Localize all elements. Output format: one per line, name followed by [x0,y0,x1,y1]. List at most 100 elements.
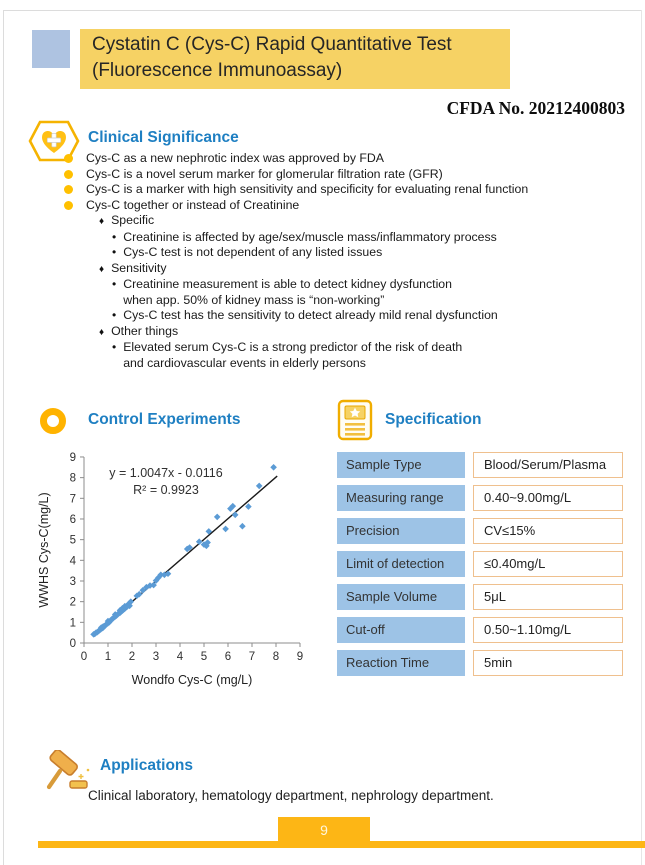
control-experiments-icon [40,408,66,434]
sub-item-text: Elevated serum Cys-C is a strong predict… [123,340,463,370]
table-row: Precision CV≤15% [337,518,627,544]
spec-value: 0.40~9.00mg/L [473,485,623,511]
bullet-text: Cys-C is a marker with high sensitivity … [86,182,529,196]
svg-text:5: 5 [201,651,207,663]
spec-value: 0.50~1.10mg/L [473,617,623,643]
applications-icon [46,750,90,790]
control-chart: 0 1 2 3 4 5 6 7 8 9 0 1 2 3 4 5 6 7 8 9 y = 1.0047x - 0.0116… [37,452,303,687]
spec-label: Sample Type [337,452,465,478]
sub-item-text: Cys-C test has the sensitivity to detect… [123,308,498,322]
svg-text:0: 0 [70,638,76,650]
table-row: Sample Volume 5μL [337,584,627,610]
svg-text:6: 6 [225,651,231,663]
bullet-item: Cys-C is a novel serum marker for glomer… [0,167,630,183]
bullet-item: Cys-C together or instead of Creatinine [0,198,630,214]
page-edge-left [3,10,4,865]
sub-heading-text: Specific [111,213,155,227]
dot-icon: • [112,229,117,244]
sub-heading: ♦ Sensitivity [0,261,630,278]
header-accent-square [32,30,70,68]
diamond-icon: ♦ [99,216,105,227]
dot-icon: • [112,277,117,291]
spec-label: Reaction Time [337,650,465,676]
spec-label: Cut-off [337,617,465,643]
spec-value: 5min [473,650,623,676]
footer-bar [38,841,645,848]
sub-heading-text: Sensitivity [111,260,167,275]
sub-item: • Cys-C test has the sensitivity to dete… [0,308,630,324]
svg-text:5: 5 [70,535,76,547]
svg-text:8: 8 [273,651,279,663]
svg-text:WWHS Cys-C(mg/L): WWHS Cys-C(mg/L) [37,492,51,607]
page-title-line1: Cystatin C (Cys-C) Rapid Quantitative Te… [92,34,452,55]
applications-text: Clinical laboratory, hematology departme… [88,788,494,803]
bullet-item: Cys-C as a new nephrotic index was appro… [0,151,630,167]
clinical-list: Cys-C as a new nephrotic index was appro… [0,151,630,371]
clinical-significance-title: Clinical Significance [88,129,239,146]
sub-item: • Creatinine is affected by age/sex/musc… [0,230,630,246]
svg-text:8: 8 [70,473,76,485]
svg-text:1: 1 [105,651,111,663]
page-title-line2: (Fluorescence Immunoassay) [92,60,343,81]
bullet-text: Cys-C together or instead of Creatinine [86,197,300,212]
page-number-tab: 9 [278,817,370,843]
specification-title: Specification [385,411,482,428]
bullet-text: Cys-C as a new nephrotic index was appro… [86,151,384,165]
table-row: Reaction Time 5min [337,650,627,676]
spec-label: Limit of detection [337,551,465,577]
spec-value: ≤0.40mg/L [473,551,623,577]
svg-text:4: 4 [177,651,184,663]
specification-table: Sample Type Blood/Serum/Plasma Measuring… [337,452,627,683]
svg-text:0: 0 [81,651,87,663]
bullet-text: Cys-C is a novel serum marker for glomer… [86,166,443,181]
page-edge-right [641,10,642,865]
bullet-icon [64,154,73,163]
spec-label: Sample Volume [337,584,465,610]
bullet-item: Cys-C is a marker with high sensitivity … [0,182,630,198]
bullet-icon [64,169,73,179]
table-row: Measuring range 0.40~9.00mg/L [337,485,627,511]
svg-text:7: 7 [249,651,255,663]
svg-text:R² = 0.9923: R² = 0.9923 [133,483,199,497]
sub-item: • Cys-C test is not dependent of any lis… [0,245,630,261]
svg-text:4: 4 [70,555,77,567]
bullet-icon [64,200,73,210]
dot-icon: • [112,340,117,354]
specification-icon [337,399,373,441]
dot-icon: • [112,308,117,322]
sub-heading: ♦ Other things [0,324,630,341]
svg-text:9: 9 [297,651,303,663]
svg-text:2: 2 [70,597,76,609]
svg-text:6: 6 [70,514,76,526]
diamond-icon: ♦ [99,326,105,338]
spec-value: CV≤15% [473,518,623,544]
spec-label: Precision [337,518,465,544]
header-title-box: Cystatin C (Cys-C) Rapid Quantitative Te… [80,29,510,89]
sub-item: • Creatinine measurement is able to dete… [0,277,630,308]
table-row: Sample Type Blood/Serum/Plasma [337,452,627,478]
sub-item-text: Creatinine measurement is able to detect… [123,277,452,307]
bullet-icon [64,185,73,194]
diamond-icon: ♦ [99,263,105,275]
svg-text:1: 1 [70,617,76,629]
table-row: Limit of detection ≤0.40mg/L [337,551,627,577]
svg-text:y = 1.0047x - 0.0116: y = 1.0047x - 0.0116 [109,466,222,480]
svg-text:3: 3 [153,651,159,663]
sub-item: • Elevated serum Cys-C is a strong predi… [0,340,630,371]
applications-title: Applications [100,757,194,774]
sub-heading-text: Other things [111,323,179,338]
sub-item-text: Creatinine is affected by age/sex/muscle… [123,229,497,244]
svg-text:2: 2 [129,651,135,663]
svg-text:Wondfo Cys-C (mg/L): Wondfo Cys-C (mg/L) [132,673,253,687]
page-number: 9 [320,822,328,838]
svg-text:7: 7 [70,493,76,505]
sub-heading: ♦ Specific [0,213,630,230]
cfda-number: CFDA No. 20212400803 [446,98,625,118]
spec-value: 5μL [473,584,623,610]
sub-item-text: Cys-C test is not dependent of any liste… [123,245,383,259]
control-experiments-title: Control Experiments [88,411,241,428]
svg-text:3: 3 [70,576,76,588]
svg-text:9: 9 [70,452,76,464]
spec-value: Blood/Serum/Plasma [473,452,623,478]
